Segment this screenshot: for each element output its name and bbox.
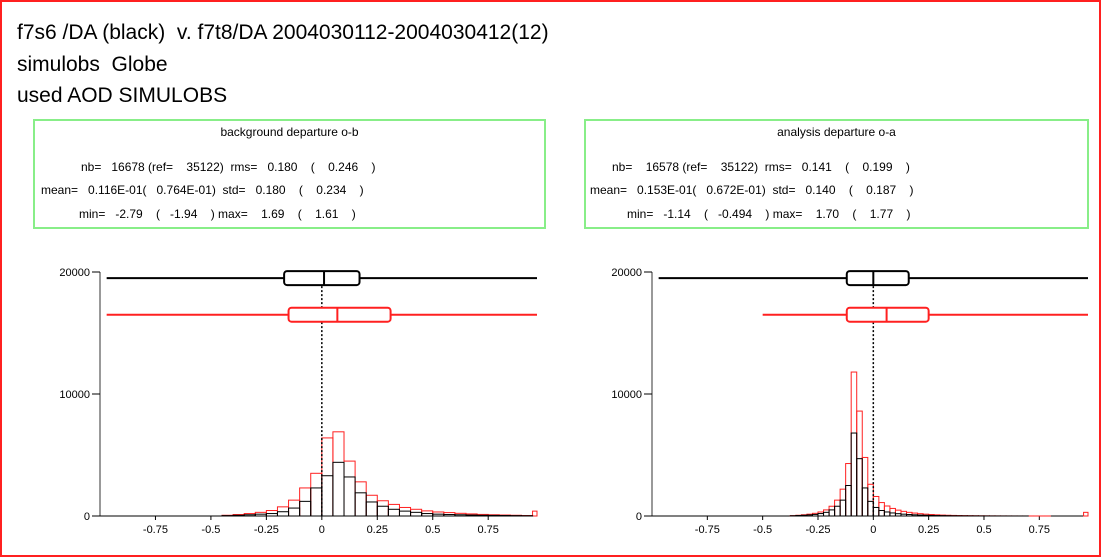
histogram-bar [917,514,924,517]
stats-title: analysis departure o-a [777,125,896,139]
header-title: f7s6 /DA (black) v. f7t8/DA 2004030112-2… [17,21,549,44]
histogram-bar [900,513,908,517]
series-black [789,432,1029,517]
x-tick-label: -0.25 [254,524,279,536]
header-subtitle: simulobs Globe [17,53,168,76]
stats-line-nb: nb= 16578 (ref= 35122) rms= 0.141 ( 0.19… [612,160,910,174]
series-black [221,461,534,517]
histogram-bar [872,506,880,517]
x-tick-label: -0.5 [753,524,772,536]
histogram-bar [839,499,847,517]
y-tick-label: 20000 [59,267,90,279]
stats-line-min: min= -2.79 ( -1.94 ) max= 1.69 ( 1.61 ) [79,207,356,221]
histogram-bar [532,510,538,517]
histogram-bar [845,485,852,517]
header-note: used AOD SIMULOBS [17,84,228,107]
series-red [789,371,1089,517]
histogram-bar [911,514,919,517]
histogram-bar [1083,511,1089,517]
x-tick-label: 0 [319,524,325,536]
stats-line-mean: mean= 0.116E-01( 0.764E-01) std= 0.180 (… [41,183,364,197]
histogram-bar [872,495,880,517]
histogram-bar [800,514,808,517]
boxplot-red [762,306,1088,323]
stats-line-min: min= -1.14 ( -0.494 ) max= 1.70 ( 1.77 ) [627,207,911,221]
x-tick-label: -0.25 [805,524,830,536]
x-tick-label: 0.5 [976,524,991,536]
histogram-bar [834,505,841,517]
y-tick-label: 0 [84,511,90,523]
stats-title: background departure o-b [220,125,359,139]
histogram-bar [894,513,902,517]
histogram-bar [828,509,836,517]
histogram-bar [806,514,813,517]
histogram-bar [834,499,841,517]
histogram-bar [867,483,874,517]
histogram-bar [811,513,819,517]
x-tick-label: 0.25 [367,524,388,536]
stats-line-nb: nb= 16678 (ref= 35122) rms= 0.180 ( 0.24… [81,160,376,174]
y-tick-label: 20000 [611,267,642,279]
histogram-bar [856,458,863,517]
x-tick-label: -0.5 [201,524,220,536]
boxplot-black [658,270,1088,287]
x-tick-label: 0.25 [918,524,939,536]
histogram-bar [861,487,869,517]
stats-line-mean: mean= 0.153E-01( 0.672E-01) std= 0.140 (… [590,183,914,197]
boxplot-red [106,306,537,323]
histogram-bar [823,511,830,517]
x-tick-label: -0.75 [143,524,168,536]
histogram-bar [845,463,852,517]
histogram-bar [817,513,825,517]
stats-box-analysis: analysis departure o-a nb= 16578 (ref= 3… [584,119,1089,229]
boxplot-box [845,270,910,287]
y-tick-label: 10000 [611,389,642,401]
y-tick-label: 0 [636,511,642,523]
histogram-bar [894,509,902,517]
boxplot-black [106,270,537,287]
x-tick-label: 0.5 [425,524,440,536]
histogram-bar [856,410,863,517]
histogram-bar [906,514,913,517]
histogram-bar [922,514,930,517]
x-tick-label: -0.75 [695,524,720,536]
histogram-bar [850,371,858,517]
stats-box-background: background departure o-b nb= 16678 (ref=… [33,119,546,229]
histogram-bar [861,456,869,517]
histogram-bar [867,500,874,517]
y-tick-label: 10000 [59,389,90,401]
boxplot-box [287,306,392,323]
x-tick-label: 0 [870,524,876,536]
boxplot-box [283,270,361,287]
histogram-bar [928,514,935,517]
histogram-bar [883,505,891,517]
histogram-bar [889,507,896,517]
histogram-bar [850,432,858,517]
histogram-bar [889,512,896,517]
histogram-bar [823,509,830,517]
histogram-bar [883,511,891,517]
histogram-bar [878,502,885,517]
boxplot-box [845,306,930,323]
histogram-bar [839,488,847,517]
histogram-bar [828,505,836,517]
x-tick-label: 0.75 [1029,524,1050,536]
histogram-bar [878,510,885,517]
x-tick-label: 0.75 [477,524,498,536]
